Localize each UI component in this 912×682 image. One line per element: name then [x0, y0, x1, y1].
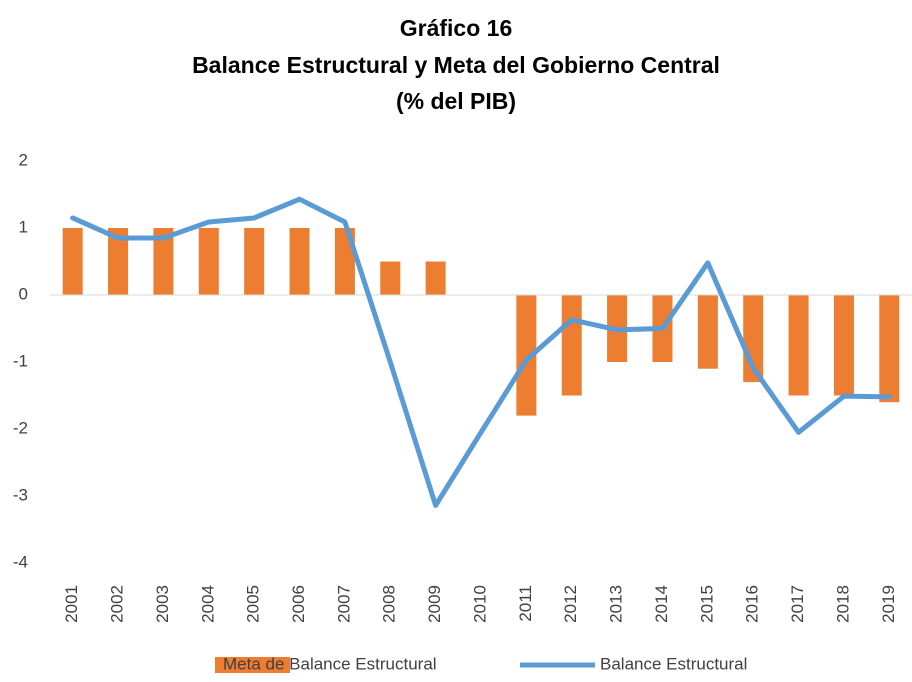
bar: [244, 228, 265, 295]
bar: [516, 295, 537, 416]
bar: [788, 295, 809, 396]
x-tick-label: 2004: [198, 585, 217, 623]
x-tick-label: 2003: [153, 585, 172, 623]
x-tick-label: 2013: [607, 585, 626, 623]
bar: [697, 295, 718, 369]
legend-swatch: [215, 657, 290, 673]
x-tick-label: 2019: [879, 585, 898, 623]
legend-label: Meta de Balance Estructural: [223, 654, 437, 673]
x-tick-label: 2006: [289, 585, 308, 623]
x-tick-label: 2015: [697, 585, 716, 623]
bar: [108, 228, 129, 295]
x-tick-label: 2007: [334, 585, 353, 623]
x-tick-label: 2012: [561, 585, 580, 623]
y-tick-label: -3: [13, 485, 28, 504]
x-tick-label: 2009: [425, 585, 444, 623]
x-tick-label: 2018: [833, 585, 852, 623]
bar: [289, 228, 310, 295]
x-tick-label: 2011: [516, 585, 535, 622]
y-tick-label: 1: [19, 217, 28, 236]
x-tick-label: 2002: [108, 585, 127, 623]
x-tick-label: 2017: [788, 585, 807, 623]
bar: [561, 295, 582, 396]
x-tick-label: 2008: [380, 585, 399, 623]
y-tick-label: 0: [19, 284, 28, 303]
y-tick-label: -4: [13, 552, 28, 571]
chart-title: Balance Estructural y Meta del Gobierno …: [192, 52, 720, 78]
y-tick-label: -1: [13, 351, 28, 370]
x-tick-label: 2014: [652, 585, 671, 623]
bar: [62, 228, 83, 295]
chart-title: (% del PIB): [396, 88, 516, 114]
x-tick-label: 2001: [62, 585, 81, 623]
legend-label: Balance Estructural: [600, 654, 747, 673]
x-tick-label: 2016: [743, 585, 762, 623]
x-tick-label: 2005: [244, 585, 263, 623]
bar: [153, 228, 174, 295]
x-tick-label: 2010: [470, 585, 489, 623]
chart-title: Gráfico 16: [400, 15, 513, 41]
y-tick-label: 2: [19, 150, 28, 169]
bar: [879, 295, 900, 403]
line: [70, 196, 892, 508]
y-tick-label: -2: [13, 418, 28, 437]
bar: [380, 261, 401, 295]
bar: [425, 261, 446, 295]
bar: [833, 295, 854, 396]
bar: [198, 228, 219, 295]
